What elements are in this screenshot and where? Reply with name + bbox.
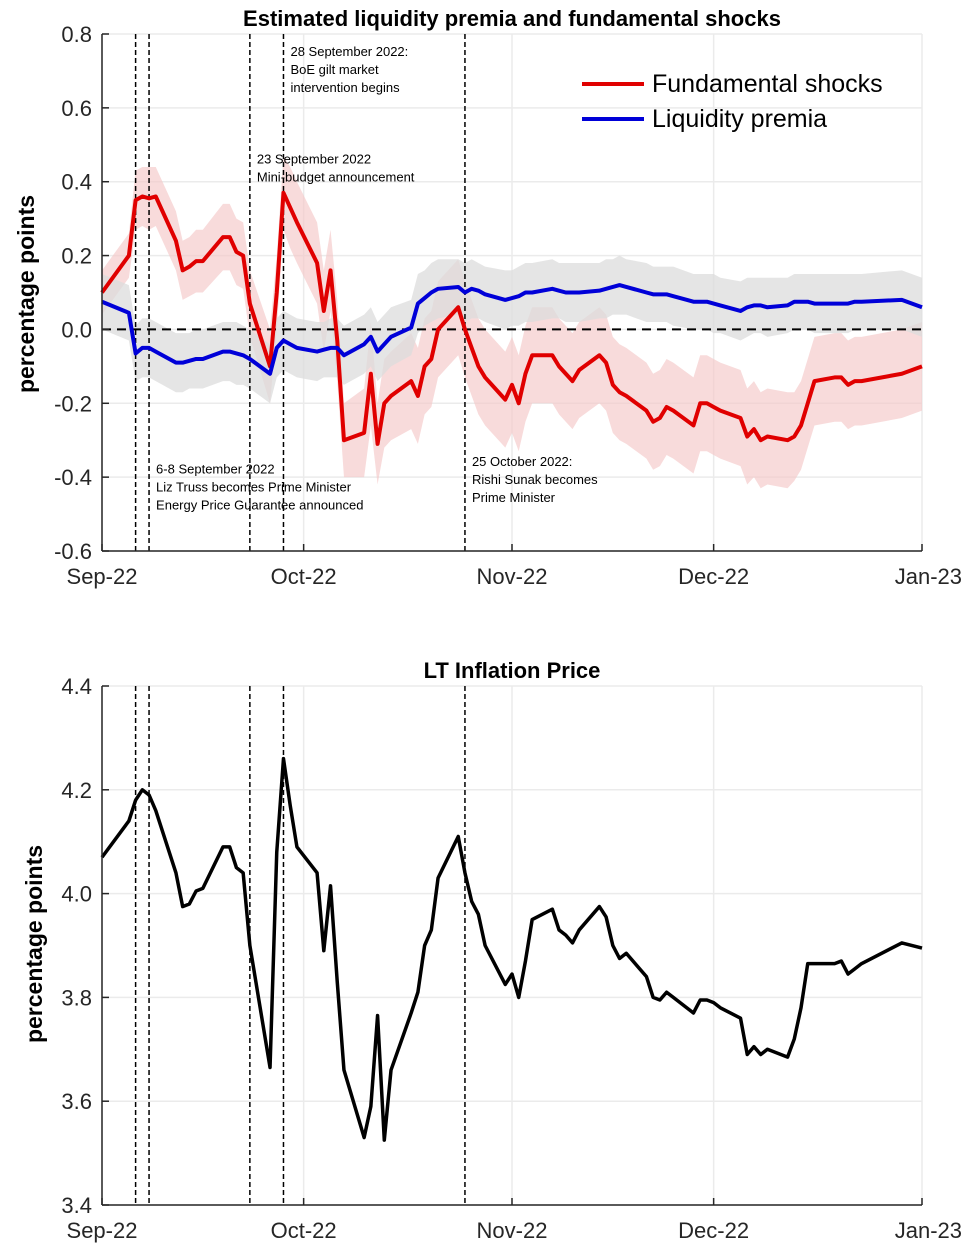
panel1-x-tick-labels: Sep-22 Oct-22 Nov-22 Dec-22 Jan-23 [67, 564, 962, 589]
y-tick-label: 3.4 [61, 1193, 92, 1218]
annotation-text: 28 September 2022: [290, 44, 408, 59]
y-tick-label: 4.4 [61, 674, 92, 699]
panel2-series [100, 756, 923, 1142]
panel2-grid [101, 685, 923, 1206]
panel1-y-axis-label: percentage points [13, 195, 39, 393]
panel2-title: LT Inflation Price [424, 658, 601, 683]
annotation-2: 28 September 2022: BoE gilt market interve… [290, 44, 408, 95]
y-tick-label: 4.0 [61, 882, 92, 907]
annotation-text: 23 September 2022 [257, 151, 371, 166]
panel1-series [100, 190, 923, 446]
panel-lt-inflation-price: 3.4 3.6 3.8 4.0 4.2 4.4 Sep-22 Oct-22 Nov-22 Dec… [21, 658, 962, 1243]
y-tick-label: 0.8 [61, 22, 92, 47]
panel1-y-tick-labels: -0.6 -0.4 -0.2 0.0 0.2 0.4 0.6 0.8 [54, 22, 92, 564]
y-tick-label: 3.8 [61, 985, 92, 1010]
annotation-text: intervention begins [290, 80, 400, 95]
panel2-x-tick-labels: Sep-22 Oct-22 Nov-22 Dec-22 Jan-23 [67, 1218, 962, 1243]
panel2-y-axis-label: percentage points [21, 845, 47, 1043]
y-tick-label: 0.6 [61, 96, 92, 121]
x-tick-label: Dec-22 [678, 1218, 749, 1243]
panel2-event-lines [134, 686, 466, 1205]
legend-label-fundamental-shocks: Fundamental shocks [652, 70, 883, 98]
series-line-liquidity-premia [101, 283, 923, 376]
annotation-4: 25 October 2022: Rishi Sunak becomes Prime… [472, 454, 598, 505]
y-tick-label: 0.0 [61, 317, 92, 342]
annotation-text: Prime Minister [472, 490, 556, 505]
x-tick-label: Nov-22 [477, 1218, 548, 1243]
annotation-text: Energy Price Guarantee announced [156, 497, 363, 512]
annotation-1: 23 September 2022 Mini-budget announcemen… [257, 151, 415, 184]
panel2-y-tick-labels: 3.4 3.6 3.8 4.0 4.2 4.4 [61, 674, 92, 1218]
x-tick-label: Sep-22 [67, 564, 138, 589]
confidence-band-liquidity [102, 255, 922, 404]
legend: Fundamental shocks Liquidity premia [582, 70, 883, 133]
panel-liquidity-fundamental: -0.6 -0.4 -0.2 0.0 0.2 0.4 0.6 0.8 Sep-22 Oct-22… [13, 6, 962, 589]
annotation-text: Liz Truss becomes Prime Minister [156, 479, 352, 494]
x-tick-label: Jan-23 [895, 1218, 962, 1243]
panel1-title: Estimated liquidity premia and fundament… [243, 6, 781, 31]
annotation-text: Rishi Sunak becomes [472, 472, 598, 487]
series-line-fundamental-shocks [100, 190, 923, 446]
panel1-axes [101, 33, 923, 552]
annotation-text: Mini-budget announcement [257, 169, 415, 184]
y-tick-label: -0.2 [54, 391, 92, 416]
panel2-axes [101, 685, 923, 1206]
x-tick-label: Sep-22 [67, 1218, 138, 1243]
y-tick-label: -0.6 [54, 539, 92, 564]
annotation-3: 6-8 September 2022 Liz Truss becomes Prim… [156, 461, 363, 512]
x-tick-label: Dec-22 [678, 564, 749, 589]
annotation-text: 25 October 2022: [472, 454, 572, 469]
annotation-text: BoE gilt market [290, 62, 379, 77]
y-tick-label: 4.2 [61, 778, 92, 803]
x-tick-label: Oct-22 [271, 564, 337, 589]
x-tick-label: Jan-23 [895, 564, 962, 589]
x-tick-label: Oct-22 [271, 1218, 337, 1243]
annotation-text: 6-8 September 2022 [156, 461, 275, 476]
x-tick-label: Nov-22 [477, 564, 548, 589]
y-tick-label: 0.2 [61, 244, 92, 269]
legend-label-liquidity-premia: Liquidity premia [652, 105, 827, 133]
y-tick-label: 0.4 [61, 170, 92, 195]
y-tick-label: 3.6 [61, 1089, 92, 1114]
y-tick-label: -0.4 [54, 465, 92, 490]
series-line-lt-inflation-price [100, 756, 923, 1142]
panel1-annotations: 23 September 2022 Mini-budget announcemen… [156, 44, 598, 512]
